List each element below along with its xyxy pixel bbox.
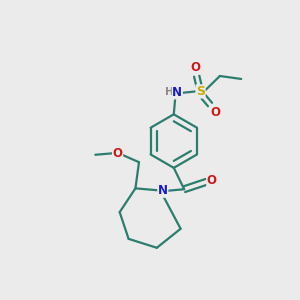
Text: O: O bbox=[210, 106, 220, 119]
Text: N: N bbox=[158, 184, 168, 197]
Text: N: N bbox=[172, 86, 182, 99]
Text: O: O bbox=[207, 174, 217, 187]
Text: O: O bbox=[112, 147, 123, 160]
Text: O: O bbox=[190, 61, 200, 74]
Text: S: S bbox=[196, 85, 205, 98]
Text: H: H bbox=[165, 87, 174, 97]
